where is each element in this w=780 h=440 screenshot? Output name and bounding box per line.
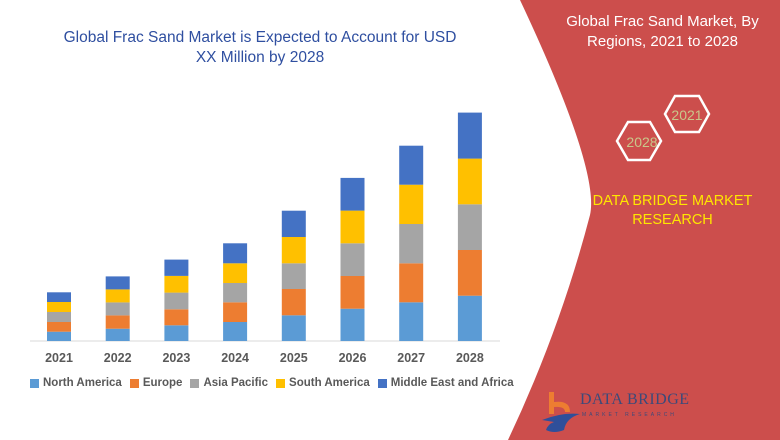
brand-text: DATA BRIDGE MARKET RESEARCH (592, 193, 753, 228)
bar-2024-north-america (223, 322, 248, 341)
chart-area: 2021 2022 2023 2024 2025 2026 2027 2028 (30, 112, 500, 365)
legend-item: North America (30, 376, 122, 390)
bar-2026-asia-pacific (340, 243, 365, 276)
logo-icon (542, 392, 580, 432)
bar-2027-middle-east-and-africa (399, 145, 424, 185)
bar-2028-asia-pacific (457, 204, 482, 250)
bar-2024-europe (223, 302, 248, 322)
bar-2021-north-america (47, 331, 71, 341)
x-tick-label: 2022 (104, 351, 132, 365)
bar-2026-south-america (340, 210, 365, 244)
bar-2023-south-america (164, 275, 189, 293)
bar-2027-europe (399, 263, 424, 303)
bar-2027-north-america (399, 302, 424, 341)
chart-title: Global Frac Sand Market is Expected to A… (63, 29, 457, 66)
bar-2025-middle-east-and-africa (281, 210, 306, 237)
x-tick-label: 2024 (221, 351, 249, 365)
bar-2024-asia-pacific (223, 283, 248, 303)
bar-2022-europe (105, 315, 130, 329)
bar-2024-middle-east-and-africa (223, 243, 248, 264)
legend-swatch (129, 378, 139, 388)
hex-2021 (663, 94, 711, 134)
bar-2023-middle-east-and-africa (164, 259, 189, 276)
legend-item: Europe (129, 376, 183, 390)
legend-label: Middle East and Africa (390, 377, 514, 389)
bar-2025-europe (281, 289, 306, 316)
hex-2021-label: 2021 (671, 107, 702, 123)
bar-2023-europe (164, 309, 189, 326)
legend-label: Europe (142, 377, 183, 389)
side-panel-title: Global Frac Sand Market, By Regions, 202… (566, 13, 759, 50)
bar-2022-north-america (105, 328, 130, 341)
x-tick-label: 2023 (162, 351, 190, 365)
x-tick-label: 2021 (45, 351, 73, 365)
hex-2028-label: 2028 (626, 134, 657, 150)
bar-2025-asia-pacific (281, 263, 306, 289)
legend-swatch (190, 378, 200, 388)
bar-2028-europe (457, 250, 482, 296)
logo-text: DATA BRIDGE (580, 391, 690, 408)
x-tick-label: 2025 (280, 351, 308, 365)
legend-item: South America (276, 376, 370, 390)
bar-2025-south-america (281, 237, 306, 264)
x-tick-label: 2026 (339, 351, 367, 365)
bar-2022-south-america (105, 289, 130, 303)
bar-2021-europe (47, 322, 71, 332)
bar-2021-south-america (47, 302, 71, 312)
bar-2027-asia-pacific (399, 224, 424, 264)
legend-swatch (30, 378, 39, 388)
bar-2025-north-america (281, 315, 306, 341)
bar-2021-middle-east-and-africa (47, 292, 71, 302)
bar-2028-south-america (457, 158, 482, 205)
logo-subtext: MARKET RESEARCH (582, 412, 677, 418)
legend: North America Europe Asia Pacific South Ame… (30, 376, 514, 390)
side-panel (508, 0, 780, 440)
legend-label: North America (43, 377, 122, 389)
bar-2021-asia-pacific (47, 312, 71, 322)
bar-2023-asia-pacific (164, 292, 189, 310)
bar-2023-north-america (164, 325, 189, 341)
bar-2022-middle-east-and-africa (105, 276, 130, 290)
legend-swatch (377, 378, 387, 388)
legend-item: Middle East and Africa (377, 376, 514, 390)
bar-2028-north-america (457, 295, 482, 341)
bar-2026-north-america (340, 308, 365, 341)
bar-2027-south-america (399, 184, 424, 224)
legend-swatch (276, 378, 286, 388)
bar-2022-asia-pacific (105, 302, 130, 316)
legend-label: Asia Pacific (203, 377, 269, 389)
bar-2028-middle-east-and-africa (457, 112, 482, 159)
bar-2026-middle-east-and-africa (340, 177, 365, 211)
hex-2028 (615, 120, 663, 162)
bar-2026-europe (340, 276, 365, 309)
x-tick-label: 2027 (397, 351, 425, 365)
legend-label: South America (289, 377, 370, 389)
bar-2024-south-america (223, 263, 248, 283)
x-tick-label: 2028 (456, 351, 484, 365)
legend-item: Asia Pacific (190, 376, 268, 390)
